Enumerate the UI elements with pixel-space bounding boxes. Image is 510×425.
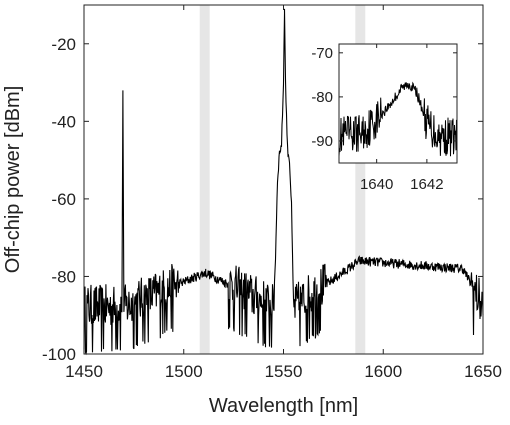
y-tick-label: -60 — [51, 190, 76, 209]
x-tick-label: 1450 — [65, 362, 103, 381]
shaded-band-0 — [199, 5, 210, 354]
inset-trace — [338, 81, 458, 157]
inset-line — [338, 81, 458, 157]
spectrum-line — [83, 8, 484, 356]
x-tick-label: 1600 — [364, 362, 402, 381]
inset-x-tick-label: 1642 — [410, 176, 443, 193]
x-tick-label: 1550 — [265, 362, 303, 381]
inset-chart: 1640 1642 -90 -80 -70 — [311, 43, 458, 193]
shaded-band-1 — [355, 5, 366, 354]
y-tick-label: -40 — [51, 112, 76, 131]
inset-y-axis: -90 -80 -70 — [311, 45, 457, 150]
inset-y-tick-label: -80 — [311, 89, 333, 106]
x-tick-label: 1650 — [464, 362, 502, 381]
main-chart: 1450 1500 1550 1600 1650 -100 -80 -60 -40 -20 Wa… — [2, 4, 502, 417]
y-axis: -100 -80 -60 -40 -20 — [42, 35, 483, 364]
shaded-bands — [199, 5, 366, 354]
inset-y-tick-label: -70 — [311, 45, 333, 62]
y-tick-label: -20 — [51, 35, 76, 54]
x-axis-title: Wavelength [nm] — [209, 395, 358, 417]
spectrum-trace — [83, 8, 484, 356]
inset-x-tick-label: 1640 — [360, 176, 393, 193]
y-tick-label: -80 — [51, 267, 76, 286]
y-tick-label: -100 — [42, 345, 76, 364]
x-tick-label: 1500 — [165, 362, 203, 381]
inset-frame — [338, 43, 458, 164]
x-axis: 1450 1500 1550 1600 1650 — [65, 5, 502, 381]
inset-y-tick-label: -90 — [311, 133, 333, 150]
inset-x-axis: 1640 1642 — [360, 44, 444, 193]
y-axis-title: Off-chip power [dBm] — [2, 86, 24, 273]
